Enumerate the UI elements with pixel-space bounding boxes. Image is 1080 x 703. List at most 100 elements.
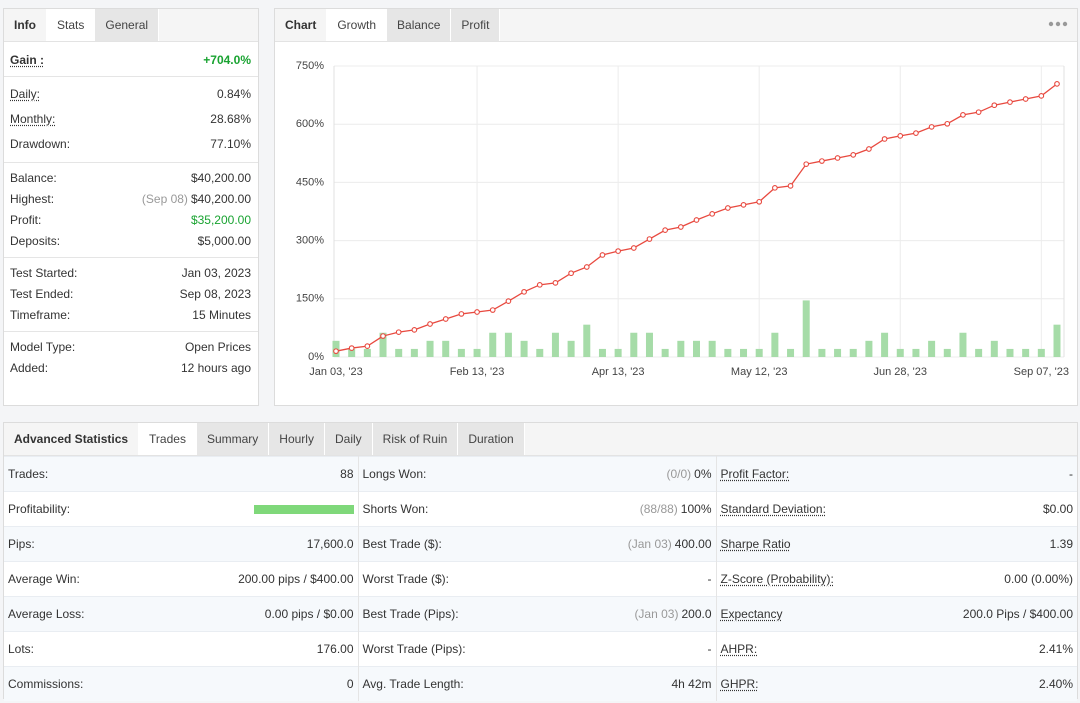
stats-row: Pips: 17,600.0 Best Trade ($): (Jan 03) 400.…: [4, 526, 1077, 562]
stats-row: Lots: 176.00 Worst Trade (Pips): - AHPR: 2.41…: [4, 631, 1077, 667]
stats-label-cell: Best Trade (Pips):: [358, 597, 511, 632]
line-point: [662, 227, 669, 233]
info-value-wrap: 0.84%: [217, 87, 251, 101]
info-value-wrap: $40,200.00: [191, 171, 251, 185]
tab[interactable]: Trades: [139, 423, 197, 455]
tab[interactable]: Summary: [196, 423, 270, 455]
stats-label-cell: Average Win:: [4, 562, 144, 597]
info-row: Highest: (Sep 08) $40,200.00: [4, 188, 258, 209]
stats-row: Average Loss: 0.00 pips / $0.00 Best Trade…: [4, 596, 1077, 632]
stats-label-cell: Sharpe Ratio: [716, 527, 891, 562]
y-tick-label: 0%: [308, 351, 324, 363]
stats-value: 176.00: [316, 642, 354, 656]
bar: [614, 348, 622, 357]
bar: [912, 348, 920, 357]
stats-label-cell: Avg. Trade Length:: [358, 667, 511, 702]
line-point: [395, 329, 402, 336]
tab[interactable]: General: [95, 9, 160, 41]
stats-value: 200.0 Pips / $400.00: [962, 607, 1073, 621]
tab[interactable]: Risk of Ruin: [372, 423, 459, 455]
info-row: Monthly: 28.68%: [4, 106, 258, 131]
tab[interactable]: Info: [4, 9, 47, 41]
x-tick-label: Sep 07, '23: [1014, 366, 1069, 378]
line-point: [787, 183, 794, 189]
tab[interactable]: Growth: [327, 9, 388, 41]
info-value-wrap: $5,000.00: [198, 234, 251, 248]
bar: [740, 348, 748, 357]
info-tabs: Info Stats General: [4, 9, 258, 42]
info-value: +704.0%: [203, 52, 251, 67]
stats-value-cell: 1.39: [891, 527, 1077, 562]
line-point: [834, 155, 841, 161]
tab[interactable]: Hourly: [269, 423, 325, 455]
bar: [975, 348, 983, 357]
stats-note: (0/0): [666, 467, 692, 481]
line-point: [756, 198, 763, 205]
bar: [708, 340, 716, 357]
menu-dot: [1062, 21, 1068, 27]
tab[interactable]: Stats: [47, 9, 96, 41]
tab[interactable]: Profit: [451, 9, 501, 41]
info-value: Jan 03, 2023: [181, 265, 251, 280]
line-point: [819, 158, 825, 164]
bar: [849, 348, 857, 357]
stats-label: Worst Trade ($):: [362, 572, 449, 586]
line-point: [458, 311, 465, 317]
stats-label-cell: Average Loss:: [4, 597, 144, 632]
bar: [896, 348, 904, 357]
stats-value: 1.39: [1049, 537, 1073, 551]
y-tick-label: 750%: [296, 60, 324, 72]
stats-label: Shorts Won:: [362, 502, 429, 516]
stats-label: Z-Score (Probability):: [720, 572, 834, 586]
line-point: [897, 132, 904, 139]
menu-dot: [1048, 21, 1054, 27]
bar: [489, 332, 497, 357]
bar: [426, 340, 434, 357]
stats-value: 4h 42m: [671, 677, 712, 691]
tab[interactable]: Daily: [324, 423, 373, 455]
bar: [1037, 348, 1045, 357]
chart-panel: Chart Growth Balance Profit 0% 150% 300% 45…: [274, 8, 1078, 406]
stats-value: 100%: [680, 502, 712, 516]
info-label: Monthly:: [10, 111, 56, 126]
tab[interactable]: Balance: [387, 9, 452, 41]
tab[interactable]: Advanced Statistics: [4, 423, 140, 455]
bar: [442, 340, 450, 357]
line-point: [709, 210, 716, 217]
stats-label-cell: Pips:: [4, 527, 144, 562]
tab[interactable]: Duration: [458, 423, 525, 455]
info-value: $40,200.00: [190, 170, 251, 185]
bar: [693, 340, 700, 357]
bar: [598, 348, 606, 357]
bar: [363, 348, 371, 357]
info-label: Balance:: [10, 170, 57, 185]
info-value: $5,000.00: [197, 233, 251, 248]
info-value: $35,200.00: [190, 212, 251, 227]
bar: [771, 332, 779, 357]
line-point: [850, 152, 857, 158]
info-value-wrap: 28.68%: [210, 112, 251, 126]
tab[interactable]: Chart: [275, 9, 328, 41]
stats-label-cell: Longs Won:: [358, 457, 511, 492]
line-point: [1054, 80, 1060, 87]
bar: [928, 340, 936, 357]
bar: [395, 348, 403, 357]
stats-value-cell: 17,600.0: [144, 526, 359, 562]
info-panel: Info Stats General Gain : +704.0% Daily: 0.…: [3, 8, 259, 406]
profitability-bar: [253, 505, 354, 515]
stats-value: 0%: [694, 467, 712, 481]
bar: [520, 340, 528, 357]
stats-label-cell: Trades:: [4, 457, 144, 492]
stats-label: Profitability:: [8, 502, 71, 516]
menu-icon[interactable]: [1047, 19, 1071, 29]
stats-value-cell: $0.00: [891, 492, 1077, 527]
stats-label: Trades:: [8, 467, 49, 481]
info-value: 77.10%: [210, 136, 251, 151]
info-row: Daily: 0.84%: [4, 81, 258, 106]
bar: [661, 348, 669, 357]
info-row: Drawdown: 77.10%: [4, 131, 258, 156]
stats-value-cell: 2.40%: [891, 667, 1077, 702]
bar: [818, 348, 826, 357]
line-point: [474, 309, 480, 315]
stats-label-cell: GHPR:: [716, 667, 891, 702]
